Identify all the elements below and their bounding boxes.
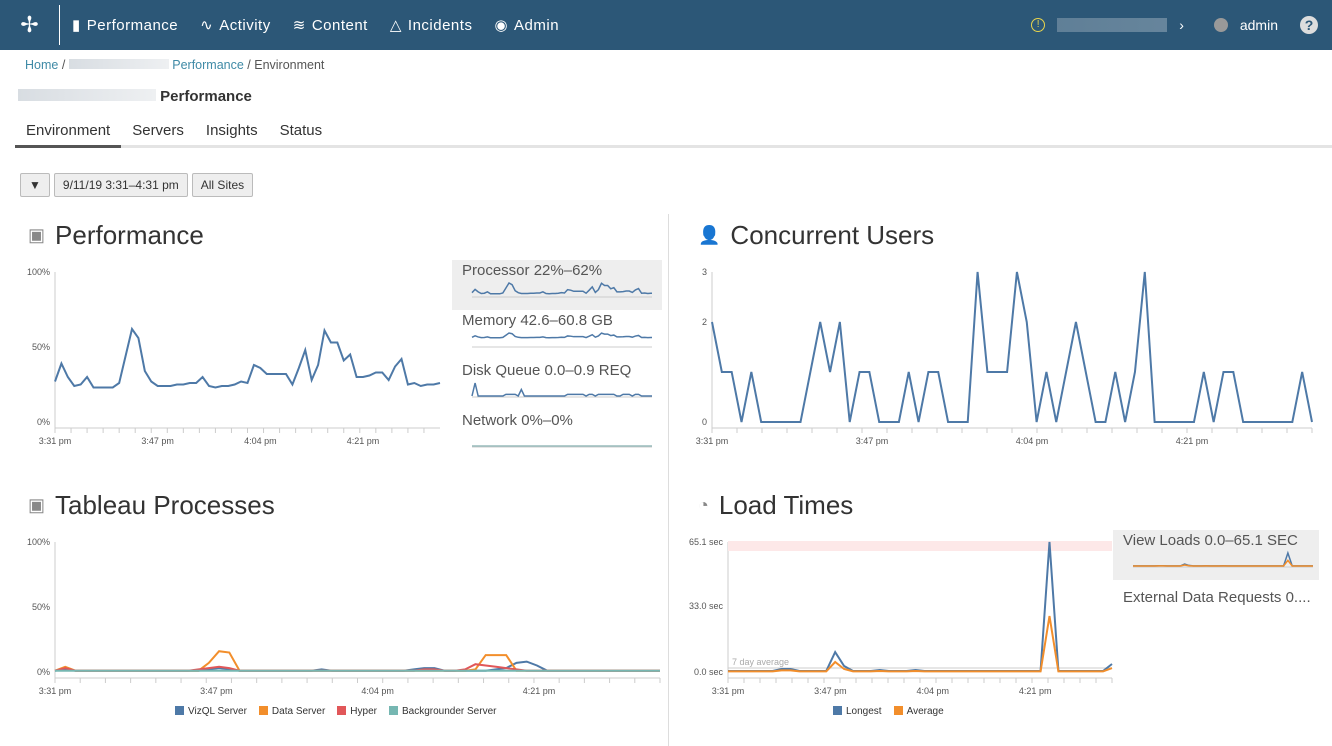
x-tick-label: 3:47 pm <box>814 686 847 696</box>
legend-data-server[interactable]: Data Server <box>258 706 325 717</box>
series-line-data-server <box>54 650 660 672</box>
target-band <box>728 541 1112 551</box>
series-line-value <box>54 326 441 389</box>
legend-vizql[interactable]: VizQL Server <box>175 706 247 717</box>
avatar[interactable] <box>1213 18 1228 32</box>
legend-backgrounder[interactable]: Backgrounder Server <box>388 706 496 717</box>
tab-status[interactable]: Status <box>279 122 323 139</box>
nav-content[interactable]: ≋ Content <box>292 16 368 35</box>
processes-legend: VizQL Server Data Server Hyper Backgroun… <box>175 706 496 717</box>
y-tick-label: 50% <box>32 342 50 352</box>
processes-heading: ▣ Tableau Processes <box>28 490 275 520</box>
bar-chart-icon: ▮ <box>72 17 81 34</box>
x-tick-label: 3:47 pm <box>200 686 233 696</box>
metric-disk-queue[interactable]: Disk Queue 0.0–0.9 REQ <box>452 360 662 410</box>
y-tick-label: 65.1 sec <box>689 537 724 547</box>
x-tick-label: 4:04 pm <box>917 686 950 696</box>
tab-servers[interactable]: Servers <box>132 122 184 139</box>
processes-chart: 100% 50% 0% 3:31 pm 3:47 pm 4:04 pm 4:21 pm <box>27 537 661 696</box>
x-tick-label: 4:04 pm <box>361 686 394 696</box>
x-tick-label: 3:47 pm <box>141 436 174 446</box>
reference-label: 7 day average <box>732 657 789 667</box>
y-tick-label: 0% <box>37 417 50 427</box>
tab-bar: Environment Servers Insights Status <box>15 118 1332 148</box>
pulse-icon: ∿ <box>200 17 214 34</box>
series-line-vizql-server <box>54 660 660 672</box>
y-tick-label: 0 <box>702 417 707 427</box>
y-tick-label: 2 <box>702 317 707 327</box>
x-tick-label: 4:04 pm <box>1016 436 1049 446</box>
y-tick-label: 100% <box>27 267 50 277</box>
series-line-average <box>728 615 1113 673</box>
y-tick-label: 33.0 sec <box>689 601 724 611</box>
y-tick-label: 50% <box>32 602 50 612</box>
legend-longest[interactable]: Longest <box>833 706 882 717</box>
x-tick-label: 4:04 pm <box>244 436 277 446</box>
y-tick-label: 0% <box>37 667 50 677</box>
breadcrumb-home[interactable]: Home <box>25 58 59 72</box>
breadcrumb-section[interactable]: Performance <box>172 58 244 72</box>
warning-icon: △ <box>389 17 402 34</box>
tableau-logo-icon[interactable]: ✢ <box>0 5 60 45</box>
x-tick-label: 4:21 pm <box>347 436 380 446</box>
breadcrumb: Home / Performance / Environment <box>25 58 325 72</box>
top-nav-bar: ✢ ▮ Performance ∿ Activity ≋ Content △ Incid… <box>0 0 1332 50</box>
nav-activity[interactable]: ∿ Activity <box>200 16 271 35</box>
metric-network[interactable]: Network 0%–0% <box>462 412 657 448</box>
metric-external-data-requests[interactable]: External Data Requests 0.... <box>1113 580 1319 630</box>
x-tick-label: 3:47 pm <box>856 436 889 446</box>
concurrent-users-heading: 👤 Concurrent Users <box>698 220 935 250</box>
x-tick-label: 3:31 pm <box>712 686 745 696</box>
series-line-value <box>711 271 1313 423</box>
filter-button[interactable]: ▼ <box>20 173 50 197</box>
nav-admin[interactable]: ◉ Admin <box>494 16 560 35</box>
x-tick-label: 4:21 pm <box>1019 686 1052 696</box>
sparkline <box>471 382 657 398</box>
users-icon: 👤 <box>698 225 721 245</box>
x-tick-label: 3:31 pm <box>696 436 729 446</box>
metric-processor[interactable]: Processor 22%–62% <box>452 260 662 310</box>
sparkline <box>1133 559 1319 567</box>
page-title: Performance <box>18 88 252 105</box>
filter-icon: ▼ <box>29 178 41 192</box>
gauge-icon: ◔ <box>698 495 709 515</box>
y-tick-label: 100% <box>27 537 50 547</box>
tab-environment[interactable]: Environment <box>15 118 122 148</box>
layers-icon: ≋ <box>292 17 306 34</box>
concurrent-users-chart: 3 2 0 3:31 pm 3:47 pm 4:04 pm 4:21 pm <box>696 267 1313 446</box>
y-tick-label: 3 <box>702 267 707 277</box>
tab-insights[interactable]: Insights <box>205 122 258 139</box>
load-metrics-list: View Loads 0.0–65.1 SEC External Data Re… <box>1113 530 1319 630</box>
performance-heading: ▣ Performance <box>28 220 204 250</box>
help-icon[interactable]: ? <box>1300 16 1318 34</box>
metric-memory[interactable]: Memory 42.6–60.8 GB <box>452 310 662 360</box>
performance-metrics-list: Processor 22%–62% Memory 42.6–60.8 GB Di… <box>452 260 662 460</box>
performance-chart: 100% 50% 0% 3:31 pm 3:47 pm 4:04 pm 4:21 pm <box>27 267 441 446</box>
site-filter[interactable]: All Sites <box>191 173 254 197</box>
x-tick-label: 3:31 pm <box>39 686 72 696</box>
legend-hyper[interactable]: Hyper <box>337 706 377 717</box>
gauge-icon: ◉ <box>494 17 509 34</box>
alert-icon[interactable]: ! <box>1031 18 1046 32</box>
sparkline <box>471 332 658 339</box>
date-range-filter[interactable]: 9/11/19 3:31–4:31 pm <box>53 173 188 197</box>
load-times-heading: ◔ Load Times <box>698 490 854 520</box>
x-tick-label: 4:21 pm <box>523 686 556 696</box>
load-times-chart: 65.1 sec 33.0 sec 0.0 sec 3:31 pm 3:47 pm 4:0… <box>689 537 1113 696</box>
metric-view-loads[interactable]: View Loads 0.0–65.1 SEC <box>1113 530 1319 580</box>
server-selector[interactable] <box>1057 18 1168 32</box>
chevron-right-icon[interactable]: › <box>1179 17 1184 33</box>
legend-average[interactable]: Average <box>893 706 944 717</box>
server-icon: ▣ <box>28 495 46 515</box>
y-tick-label: 0.0 sec <box>694 667 724 677</box>
divider <box>668 214 669 746</box>
x-tick-label: 3:31 pm <box>39 436 72 446</box>
sparkline <box>471 282 658 295</box>
user-menu[interactable]: admin <box>1239 17 1278 33</box>
server-icon: ▣ <box>28 225 46 245</box>
nav-incidents[interactable]: △ Incidents <box>389 16 473 35</box>
load-times-legend: Longest Average <box>833 706 944 717</box>
nav-performance[interactable]: ▮ Performance <box>72 16 179 35</box>
x-tick-label: 4:21 pm <box>1176 436 1209 446</box>
